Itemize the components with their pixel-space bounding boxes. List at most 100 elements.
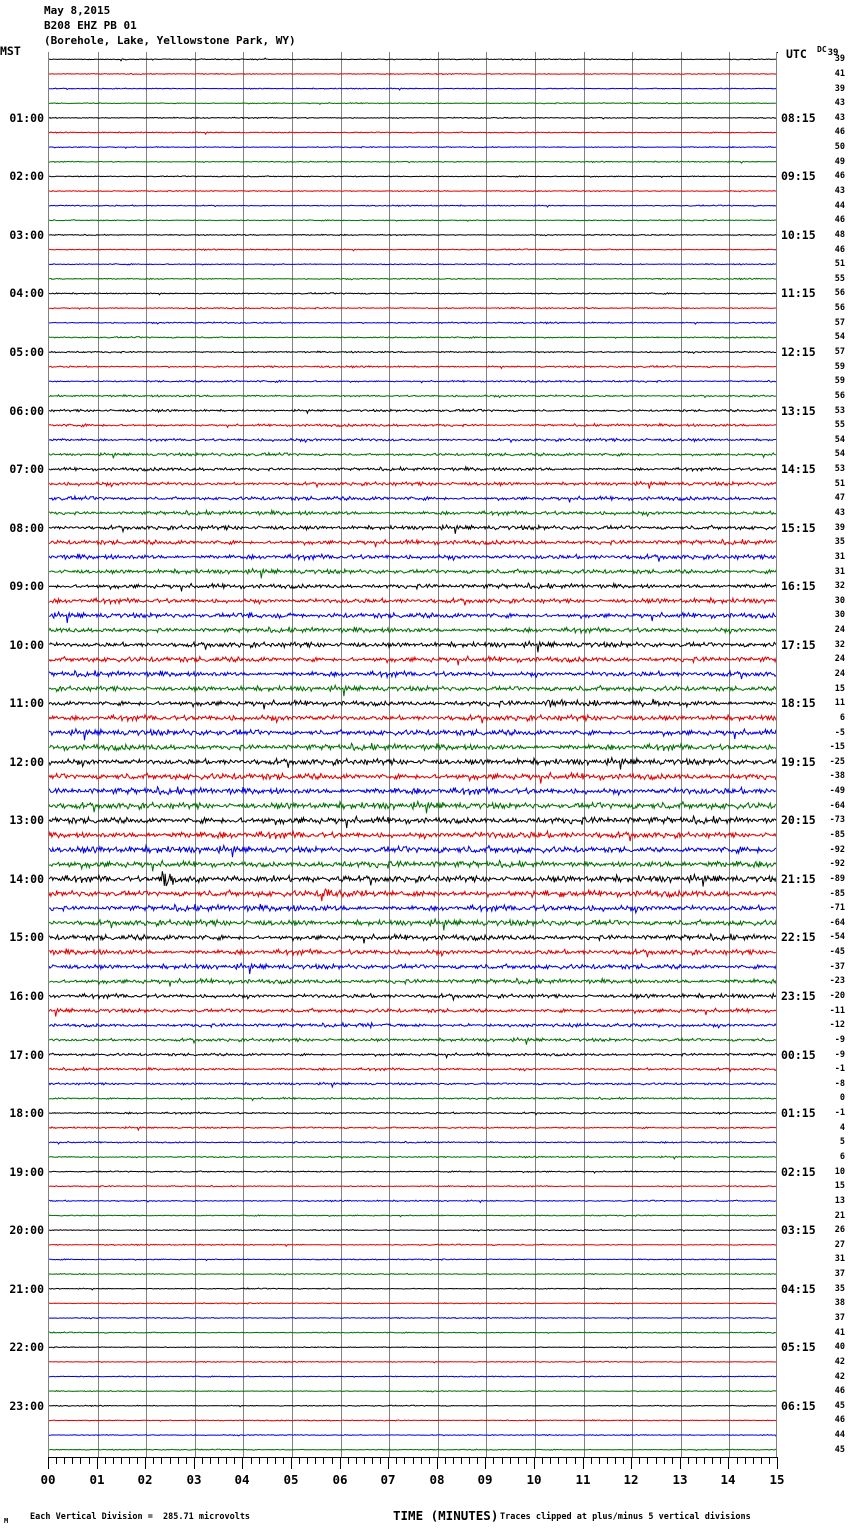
x-tick-minor: [259, 1457, 260, 1464]
utc-time-label: 23:15: [781, 988, 816, 1003]
trace-line: [49, 1155, 776, 1161]
seismogram-plot: [48, 52, 777, 1457]
dc-offset-value: 37: [834, 1312, 845, 1323]
x-axis-tick-label: 05: [283, 1472, 299, 1487]
x-tick-minor: [178, 1457, 179, 1464]
x-axis-tick-label: 02: [137, 1472, 153, 1487]
x-tick-minor: [769, 1457, 770, 1464]
x-tick-major: [145, 1457, 146, 1469]
x-tick-minor: [283, 1457, 284, 1464]
dc-offset-value: 55: [834, 420, 845, 431]
x-tick-minor: [129, 1457, 130, 1464]
trace-line: [49, 1170, 776, 1174]
dc-offset-value: 11: [834, 698, 845, 709]
trace-line: [49, 87, 776, 91]
trace-line: [49, 277, 776, 281]
trace-line: [49, 350, 776, 354]
trace-line: [49, 1007, 776, 1017]
dc-offset-value: -15: [829, 742, 845, 753]
x-tick-minor: [469, 1457, 470, 1464]
dc-offset-value: 59: [834, 376, 845, 387]
dc-offset-value: 47: [834, 493, 845, 504]
dc-offset-value: 39: [834, 83, 845, 94]
mst-time-label: 02:00: [9, 169, 44, 184]
utc-time-label: 02:15: [781, 1164, 816, 1179]
dc-column-caption: DC39: [817, 45, 838, 58]
mst-time-label: 21:00: [9, 1281, 44, 1296]
dc-offset-value: 53: [834, 405, 845, 416]
x-tick-minor: [372, 1457, 373, 1464]
dc-offset-value: 27: [834, 1239, 845, 1250]
x-axis-tick-label: 00: [40, 1472, 56, 1487]
dc-offset-value: 51: [834, 259, 845, 270]
x-axis-tick-label: 06: [332, 1472, 348, 1487]
dc-offset-value: 30: [834, 595, 845, 606]
trace-line: [49, 829, 776, 842]
dc-offset-value: 37: [834, 1269, 845, 1280]
mst-time-label: 11:00: [9, 696, 44, 711]
x-tick-minor: [477, 1457, 478, 1464]
trace-line: [49, 903, 776, 915]
dc-offset-value: -25: [829, 756, 845, 767]
trace-line: [49, 755, 776, 770]
x-tick-minor: [745, 1457, 746, 1464]
trace-line: [49, 189, 776, 193]
header-station: B208 EHZ PB 01: [44, 19, 137, 32]
dc-offset-value: 43: [834, 98, 845, 109]
dc-offset-value: 43: [834, 186, 845, 197]
dc-offset-value: -49: [829, 786, 845, 797]
dc-offset-value: -73: [829, 815, 845, 826]
dc-offset-value: 13: [834, 1195, 845, 1206]
dc-offset-value: 54: [834, 449, 845, 460]
x-tick-major: [437, 1457, 438, 1469]
dc-offset-value: 45: [834, 1444, 845, 1455]
dc-offset-value: -92: [829, 844, 845, 855]
trace-line: [49, 1066, 776, 1073]
x-tick-minor: [761, 1457, 762, 1464]
x-tick-minor: [550, 1457, 551, 1464]
dc-offset-value: 21: [834, 1210, 845, 1221]
dc-offset-value: -1: [834, 1064, 845, 1075]
utc-time-label: 00:15: [781, 1047, 816, 1062]
trace-line: [49, 1433, 776, 1437]
x-tick-minor: [712, 1457, 713, 1464]
trace-line: [49, 917, 776, 931]
utc-time-label: 01:15: [781, 1106, 816, 1121]
trace-line: [49, 364, 776, 370]
utc-time-label: 22:15: [781, 930, 816, 945]
trace-line: [49, 683, 776, 697]
trace-line: [49, 1021, 776, 1030]
trace-line: [49, 1214, 776, 1218]
trace-line: [49, 57, 776, 62]
x-tick-minor: [210, 1457, 211, 1464]
trace-line: [49, 335, 776, 339]
mst-time-label: 13:00: [9, 813, 44, 828]
x-tick-minor: [429, 1457, 430, 1464]
dc-offset-value: 46: [834, 171, 845, 182]
x-tick-minor: [72, 1457, 73, 1464]
x-tick-minor: [404, 1457, 405, 1464]
dc-offset-value: -89: [829, 873, 845, 884]
utc-time-label: 03:15: [781, 1223, 816, 1238]
x-tick-minor: [607, 1457, 608, 1464]
x-tick-major: [680, 1457, 681, 1469]
trace-line: [49, 72, 776, 76]
dc-offset-value: 6: [839, 1151, 845, 1162]
dc-offset-value: -64: [829, 800, 845, 811]
x-axis-tick-label: 11: [575, 1472, 591, 1487]
dc-offset-value: 38: [834, 1298, 845, 1309]
dc-offset-value: -85: [829, 888, 845, 899]
trace-line: [49, 654, 776, 666]
trace-line: [49, 610, 776, 624]
trace-line: [49, 262, 776, 266]
x-tick-minor: [89, 1457, 90, 1464]
x-tick-minor: [753, 1457, 754, 1464]
trace-line: [49, 871, 776, 887]
trace-line: [49, 1111, 776, 1116]
trace-line: [49, 567, 776, 579]
trace-line: [49, 1243, 776, 1248]
utc-time-label: 19:15: [781, 754, 816, 769]
dc-offset-value: 56: [834, 303, 845, 314]
x-tick-minor: [56, 1457, 57, 1464]
dc-offset-value: 46: [834, 215, 845, 226]
